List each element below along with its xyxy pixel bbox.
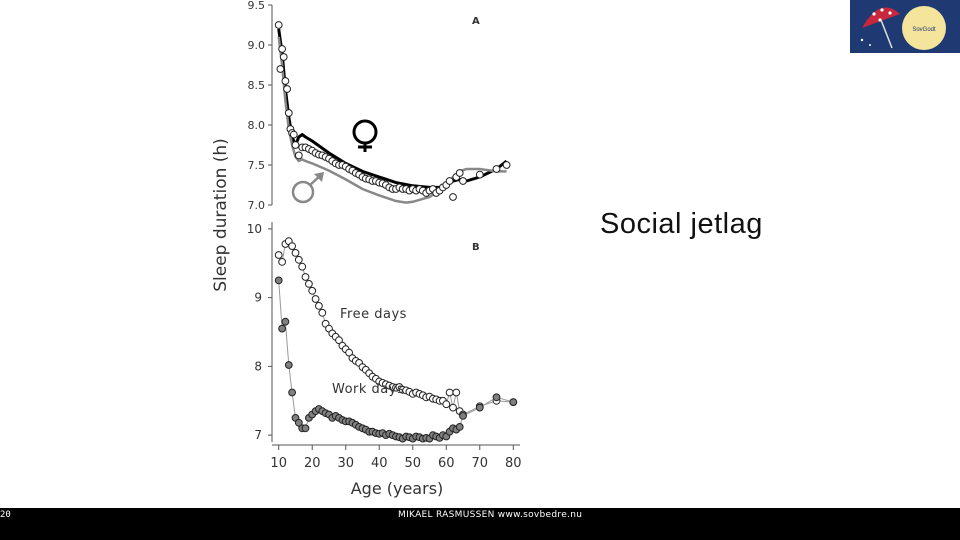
- series-label-free-days: Free days: [340, 307, 407, 322]
- free-days-point: [315, 302, 323, 310]
- y-tick-label-b: 7: [254, 428, 262, 442]
- x-tick-label-b: 40: [371, 456, 388, 471]
- data-point-a: [276, 65, 285, 73]
- slide-number: 20: [0, 510, 11, 520]
- data-point-a: [281, 77, 290, 85]
- y-tick-label-b: 8: [254, 359, 262, 373]
- work-days-point: [475, 403, 484, 412]
- data-point-a: [274, 21, 283, 29]
- x-tick-label-b: 70: [472, 456, 489, 471]
- work-days-point: [284, 361, 293, 369]
- free-days-point: [452, 388, 461, 397]
- male-symbol-ring: [291, 180, 315, 204]
- x-axis-label: Age (years): [351, 479, 444, 498]
- work-days-point: [274, 276, 283, 285]
- data-point-a: [459, 177, 467, 185]
- data-point-a: [449, 193, 457, 201]
- female-symbol: [352, 119, 378, 152]
- data-point-a: [291, 141, 300, 149]
- y-tick-label-a: 7.5: [248, 159, 266, 172]
- work-days-point: [281, 317, 290, 326]
- y-tick-label-b: 10: [247, 222, 262, 236]
- data-point-a: [455, 169, 464, 177]
- y-tick-label-a: 9.0: [248, 39, 266, 52]
- panel-label-b: B: [472, 242, 480, 253]
- legend-male-label: ♂: [330, 195, 331, 197]
- data-point-a: [502, 161, 511, 169]
- work-days-point: [301, 424, 310, 433]
- free-days-point: [274, 251, 283, 259]
- free-days-point: [318, 308, 327, 317]
- free-days-point: [335, 336, 343, 345]
- data-point-a: [284, 109, 293, 117]
- data-point-a: [289, 130, 298, 139]
- free-days-point: [445, 388, 454, 397]
- free-days-point: [449, 403, 457, 412]
- data-point-a: [445, 177, 454, 185]
- series-label-work-days: Work days: [332, 382, 404, 397]
- sovgodt-logo: SovGodt: [850, 0, 960, 53]
- y-tick-label-a: 8.0: [248, 119, 266, 132]
- free-days-point: [288, 242, 297, 251]
- logo-text: SovGodt: [912, 27, 936, 33]
- y-tick-label-b: 9: [254, 291, 262, 305]
- x-tick-label-b: 20: [304, 456, 321, 471]
- chart-panel-a: 7.0 7.5 8.0 8.5 9.0 9.5 A ♀ ♂: [248, 0, 511, 212]
- free-days-point: [301, 273, 310, 281]
- data-point-a: [279, 53, 288, 61]
- x-tick-label-b: 60: [438, 456, 455, 471]
- y-tick-label-a: 9.5: [248, 0, 266, 12]
- work-days-point: [459, 412, 467, 420]
- work-days-point: [294, 418, 303, 427]
- work-days-point: [288, 388, 297, 397]
- free-days-point: [305, 280, 313, 288]
- work-days-point: [492, 393, 501, 402]
- y-axis-label: Sleep duration (h): [211, 138, 231, 292]
- male-symbol-arrowhead: [314, 172, 324, 182]
- work-days-point: [455, 423, 464, 431]
- data-point-a: [492, 165, 501, 173]
- female-symbol-ring: [352, 119, 378, 145]
- slide-title: Social jetlag: [600, 208, 763, 240]
- free-days-point: [291, 249, 300, 257]
- y-tick-label-a: 8.5: [248, 79, 266, 92]
- data-point-a: [475, 170, 484, 179]
- free-days-point: [442, 400, 451, 409]
- legend-female-label: ♀: [380, 139, 381, 141]
- free-days-point: [308, 286, 317, 295]
- free-days-point: [311, 295, 320, 303]
- data-point-a: [294, 151, 303, 160]
- x-tick-label-b: 80: [505, 456, 522, 471]
- data-point-a: [278, 45, 287, 53]
- free-days-point: [294, 255, 303, 264]
- footer-text: MIKAEL RASMUSSEN www.sovbedre.nu: [398, 510, 583, 520]
- work-days-point: [278, 324, 287, 333]
- y-tick-label-a: 7.0: [248, 199, 266, 212]
- x-tick-label-b: 30: [337, 456, 354, 471]
- data-point-a: [283, 85, 292, 93]
- x-tick-label-b: 10: [270, 456, 287, 471]
- free-days-point: [298, 262, 307, 271]
- work-days-point: [509, 398, 518, 407]
- chart-panel-b: 7 8 9 10 10 20 30 40 50 60 70 80 Age (years) B Sleep d…: [211, 138, 522, 498]
- x-tick-label-b: 50: [404, 456, 421, 471]
- footer-bar: [0, 508, 960, 540]
- free-days-point: [345, 348, 354, 357]
- free-days-point: [278, 258, 287, 266]
- panel-label-a: A: [472, 16, 480, 27]
- male-symbol: [291, 172, 324, 204]
